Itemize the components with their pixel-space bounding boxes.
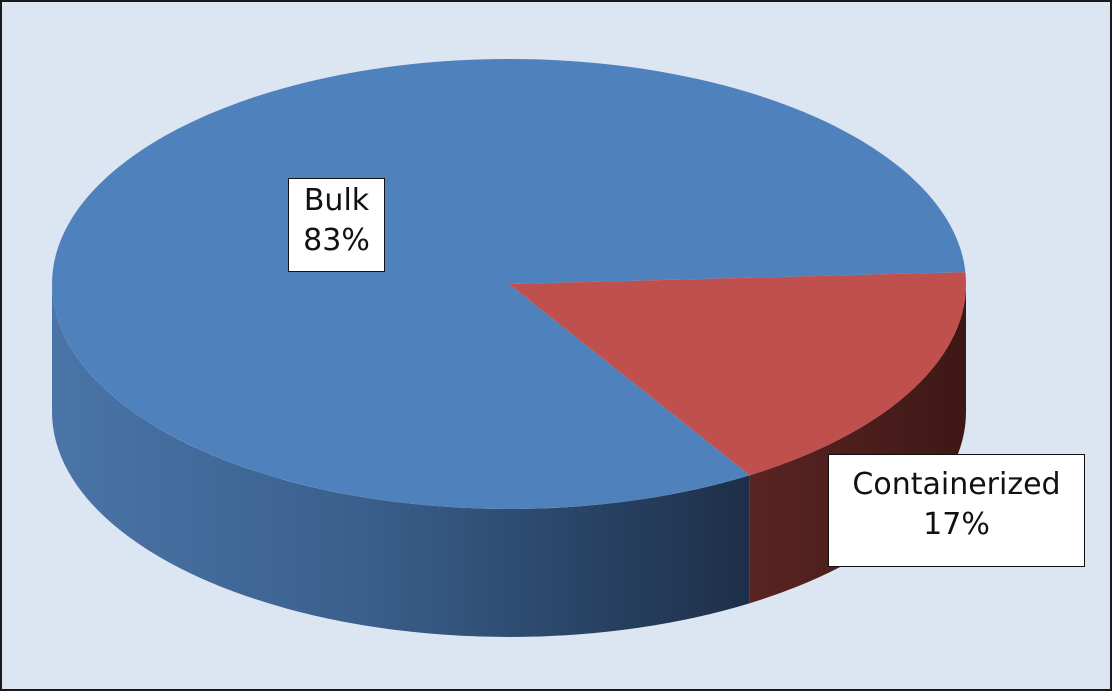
data-label-bulk-value: 83% xyxy=(303,223,370,258)
pie-slice-bulk xyxy=(52,58,966,509)
data-label-containerized-name: Containerized xyxy=(852,467,1061,502)
pie-slice-side-containerized xyxy=(749,284,966,604)
pie-slice-containerized xyxy=(509,272,967,476)
data-label-containerized: Containerized 17% xyxy=(828,454,1085,567)
data-label-containerized-value: 17% xyxy=(923,507,990,542)
data-label-bulk-name: Bulk xyxy=(303,183,370,218)
pie-slice-side-bulk xyxy=(52,284,750,637)
data-label-bulk: Bulk 83% xyxy=(288,178,385,272)
